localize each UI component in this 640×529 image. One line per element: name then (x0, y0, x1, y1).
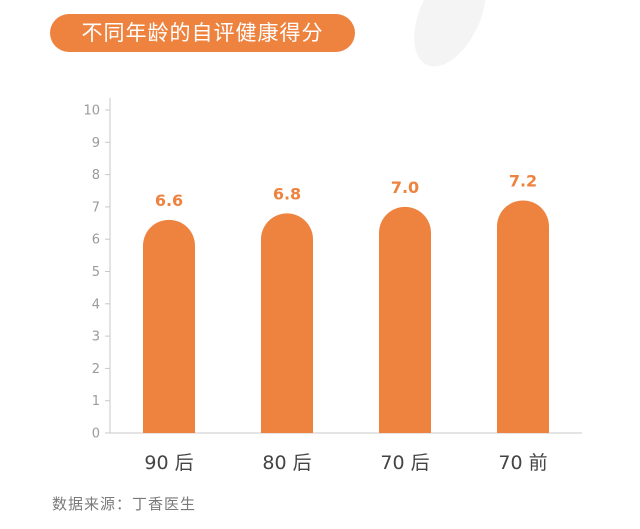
bar-value-label: 7.2 (509, 171, 537, 190)
y-tick-label: 9 (92, 136, 100, 151)
bar (379, 206, 431, 433)
bar-value-label: 6.6 (155, 191, 183, 210)
bar (261, 213, 313, 433)
bar-value-label: 6.8 (273, 184, 301, 203)
y-tick-label: 5 (92, 265, 100, 280)
bar (143, 219, 195, 433)
y-axis: 0 1 2 3 4 5 6 7 8 9 10 (83, 98, 111, 442)
chart-title: 不同年龄的自评健康得分 (50, 14, 355, 52)
y-tick-label: 1 (92, 394, 100, 409)
bar (497, 200, 549, 433)
x-tick-label: 80 后 (262, 452, 311, 474)
x-tick-label: 70 后 (380, 452, 429, 474)
data-source: 数据来源：丁香医生 (52, 495, 197, 513)
x-tick-label: 90 后 (144, 452, 193, 474)
y-tick-label: 8 (92, 168, 100, 183)
bars (143, 200, 549, 433)
y-tick-label: 6 (92, 233, 100, 248)
y-tick-label: 7 (92, 200, 100, 215)
y-tick-label: 3 (92, 330, 100, 345)
y-tick-label: 0 (92, 427, 100, 442)
y-tick-label: 10 (83, 104, 100, 119)
y-tick-label: 4 (92, 297, 100, 312)
x-tick-label: 70 前 (498, 452, 547, 474)
bar-value-label: 7.0 (391, 178, 419, 197)
value-labels: 6.6 6.8 7.0 7.2 (155, 171, 537, 209)
y-tick-label: 2 (92, 362, 100, 377)
category-labels: 90 后 80 后 70 后 70 前 (144, 452, 547, 474)
